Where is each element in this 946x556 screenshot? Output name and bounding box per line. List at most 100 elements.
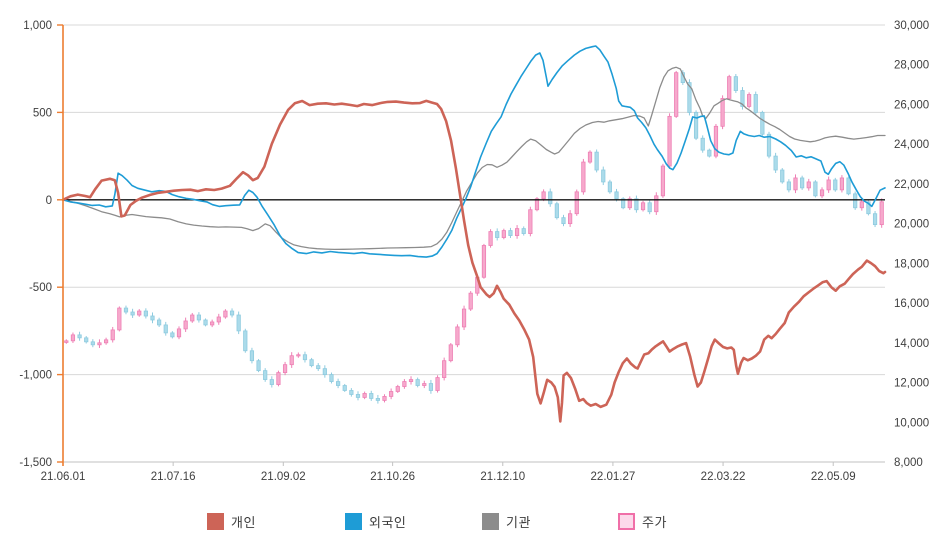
candle-body: [183, 320, 188, 330]
candle-body: [176, 328, 182, 338]
right-axis-label: 10,000: [894, 417, 929, 429]
x-axis-label: 21.12.10: [480, 471, 525, 483]
candle-body: [508, 230, 513, 236]
candle-body: [110, 329, 115, 341]
candle-body: [846, 177, 851, 195]
candle-body: [461, 308, 467, 328]
candle-body: [355, 394, 361, 398]
left-axis-label: 1,000: [23, 20, 52, 32]
candle-body: [687, 82, 692, 113]
candle-body: [501, 230, 506, 238]
candle-body: [329, 374, 334, 382]
candle-body: [747, 94, 752, 107]
candle-body: [733, 76, 738, 91]
candle-body: [753, 94, 758, 113]
candle-body: [561, 217, 566, 225]
candle-body: [621, 198, 626, 209]
candle-body: [322, 368, 327, 375]
candle-body: [740, 90, 745, 107]
candle-body: [389, 391, 394, 397]
candle-body: [826, 179, 831, 191]
candle-body: [196, 314, 201, 321]
candle-body: [700, 137, 705, 151]
candle-body: [514, 228, 520, 236]
candle-body: [634, 198, 639, 211]
candle-body: [362, 393, 367, 398]
candle-body: [720, 98, 725, 127]
right-axis-label: 18,000: [894, 258, 929, 270]
candle-body: [594, 151, 599, 171]
left-axis-label: 0: [46, 195, 52, 207]
candle-body: [587, 151, 593, 163]
candle-body: [289, 355, 294, 366]
candle-body: [137, 310, 142, 316]
x-axis-label: 22.03.22: [701, 471, 746, 483]
candle-body: [455, 326, 460, 346]
candle-body: [190, 314, 195, 322]
candle-body: [408, 379, 414, 382]
right-axis-label: 22,000: [894, 179, 929, 191]
candle-body: [296, 354, 301, 357]
candle-body: [800, 177, 805, 189]
x-axis-label: 22.01.27: [591, 471, 636, 483]
candle-body: [813, 181, 818, 197]
candle-body: [77, 334, 82, 339]
candle-body: [581, 161, 586, 193]
candle-body: [727, 76, 732, 99]
candle-body: [84, 337, 89, 343]
candle-body: [415, 379, 420, 386]
series-line-foreigner: [62, 45, 886, 258]
candle-body: [468, 292, 473, 310]
candle-body: [528, 209, 533, 234]
candle-body: [223, 310, 228, 318]
candle-body: [70, 334, 76, 342]
candle-body: [263, 370, 268, 380]
x-axis-label: 21.06.01: [41, 471, 86, 483]
candle-body: [163, 324, 168, 334]
right-axis-label: 24,000: [894, 139, 929, 151]
candle-body: [150, 315, 155, 321]
candle-body: [521, 228, 526, 234]
candle-body: [382, 396, 387, 401]
candle-body: [282, 364, 288, 374]
candle-body: [879, 201, 884, 226]
candle-body: [422, 383, 427, 386]
left-axis-label: -500: [29, 282, 52, 294]
candle-body: [614, 191, 619, 200]
candle-body: [170, 332, 175, 338]
candle-body: [654, 195, 659, 213]
candle-body: [342, 385, 347, 391]
x-axis-label: 22.05.09: [811, 471, 856, 483]
x-axis-label: 21.10.26: [370, 471, 415, 483]
candle-body: [256, 360, 261, 372]
series-line-institution: [62, 66, 886, 251]
candle-body: [793, 177, 798, 191]
candle-body: [780, 169, 785, 183]
candle-body: [601, 169, 606, 183]
candle-body: [574, 191, 579, 215]
candle-body: [349, 390, 354, 395]
candle-body: [640, 202, 646, 211]
left-axis-label: -1,500: [19, 457, 52, 469]
candle-body: [766, 133, 772, 157]
candle-body: [216, 316, 221, 323]
candle-body: [713, 125, 719, 157]
candle-body: [866, 201, 871, 215]
candle-body: [103, 339, 109, 344]
candle-body: [130, 311, 135, 316]
left-axis-label: 500: [33, 107, 52, 119]
candle-body: [395, 386, 400, 392]
candle-body: [448, 344, 453, 362]
candle-body: [442, 360, 447, 378]
candle-body: [541, 191, 546, 200]
candle-body: [481, 245, 487, 278]
candle-body: [819, 189, 825, 197]
candle-body: [488, 231, 493, 246]
right-axis-label: 30,000: [894, 20, 929, 32]
candle-body: [276, 372, 281, 385]
candle-body: [872, 213, 878, 226]
candle-body: [236, 314, 241, 332]
candle-body: [203, 319, 208, 326]
